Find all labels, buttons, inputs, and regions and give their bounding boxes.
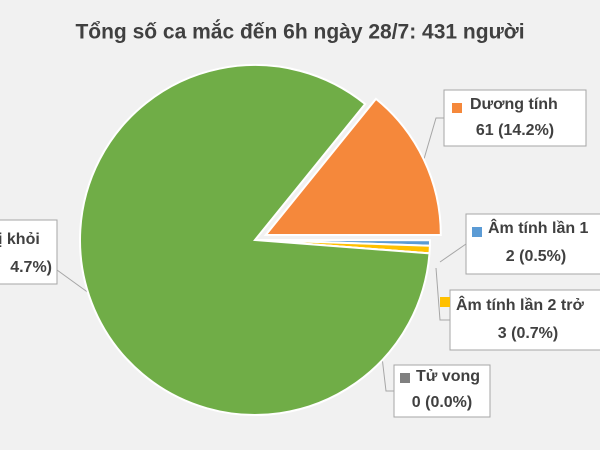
- callout-box: [0, 219, 58, 285]
- slice-label: ị khỏi: [0, 231, 40, 248]
- leader-line: [439, 243, 467, 263]
- slice-label: Tử vong: [416, 368, 480, 385]
- pie-slice: [79, 64, 431, 416]
- legend-swatch: [452, 103, 462, 113]
- slice-label: Âm tính lần 1: [488, 218, 589, 237]
- slice-label: Dương tính: [470, 96, 558, 113]
- value-label: 4.7%): [10, 259, 52, 276]
- value-label: 61 (14.2%): [476, 122, 554, 139]
- legend-swatch: [400, 373, 410, 383]
- leader-line: [435, 267, 450, 321]
- callout-box: [449, 289, 600, 351]
- callout-box: [465, 213, 600, 275]
- value-label: 0 (0.0%): [412, 394, 472, 411]
- pie-slice: [263, 97, 442, 237]
- value-label: 2 (0.5%): [506, 248, 566, 265]
- slice-label: Âm tính lần 2 trở: [456, 295, 584, 314]
- value-label: 3 (0.7%): [498, 325, 558, 342]
- chart-title: Tổng số ca mắc đến 6h ngày 28/7: 431 ngư…: [75, 20, 524, 44]
- callout-box: [443, 89, 587, 147]
- legend-swatch: [472, 227, 482, 237]
- legend-swatch: [440, 297, 450, 307]
